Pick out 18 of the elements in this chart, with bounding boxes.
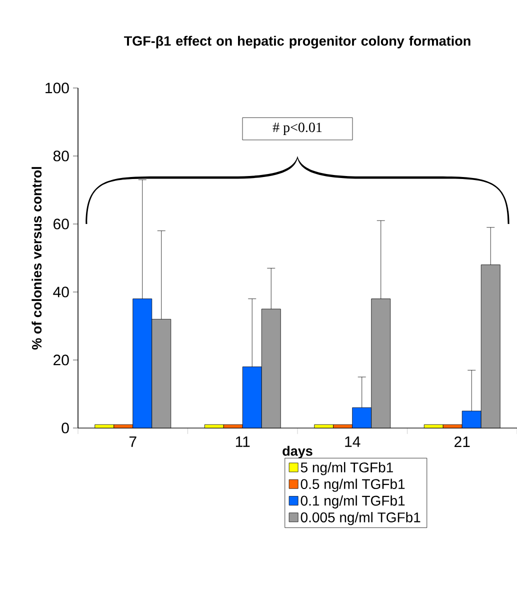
- annotation: # p<0.01: [272, 122, 322, 135]
- y-tick-label: 20: [54, 354, 69, 366]
- y-tick-label: 40: [53, 286, 69, 298]
- y-tick-label: 80: [53, 150, 69, 162]
- legend-label: 0.1 ng/ml TGFb1: [300, 495, 405, 508]
- y-tick-label: 100: [46, 82, 69, 94]
- x-tick-label: 11: [236, 436, 250, 447]
- chart-title: TGF-β1 effect on hepatic progenitor colony formation: [124, 36, 470, 48]
- legend-label: 0.005 ng/ml TGFb1: [300, 512, 420, 526]
- y-axis-title: % of colonies versus control: [32, 167, 42, 350]
- x-tick-label: 21: [454, 436, 470, 448]
- y-tick-label: 60: [54, 218, 69, 230]
- legend-label: 0.5 ng/ml TGFb1: [300, 478, 405, 492]
- legend-label: 5 ng/ml TGFb1: [300, 462, 393, 476]
- x-axis-title: days: [282, 446, 312, 458]
- x-tick-label: 7: [129, 436, 136, 447]
- x-tick-label: 14: [345, 436, 360, 447]
- y-tick-label: 0: [62, 422, 69, 434]
